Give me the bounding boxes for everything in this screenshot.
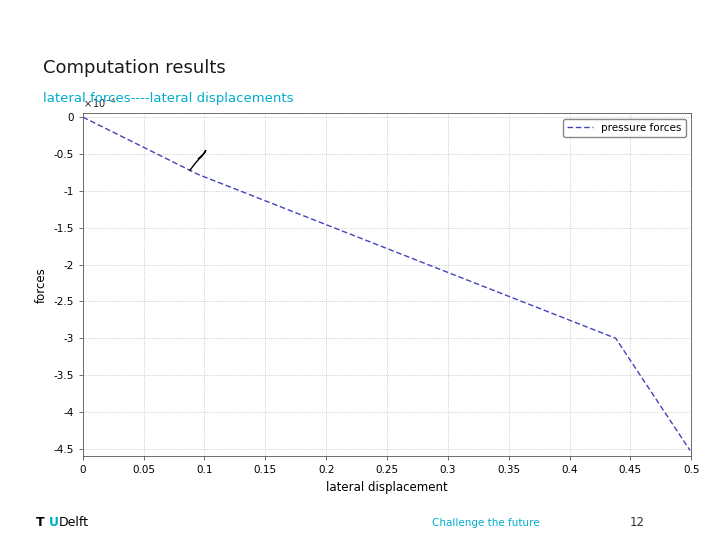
X-axis label: lateral displacement: lateral displacement (326, 481, 448, 494)
Text: Delft: Delft (59, 516, 89, 529)
Text: Challenge the future: Challenge the future (432, 518, 539, 528)
Y-axis label: forces: forces (35, 267, 48, 303)
Text: U: U (49, 516, 59, 529)
Text: Computation results: Computation results (43, 59, 226, 77)
Text: $\times\,10^{-4}$: $\times\,10^{-4}$ (83, 96, 117, 110)
Text: lateral forces----lateral displacements: lateral forces----lateral displacements (43, 92, 294, 105)
Legend: pressure forces: pressure forces (563, 119, 686, 137)
Text: T: T (36, 516, 45, 529)
Text: 12: 12 (630, 516, 645, 529)
